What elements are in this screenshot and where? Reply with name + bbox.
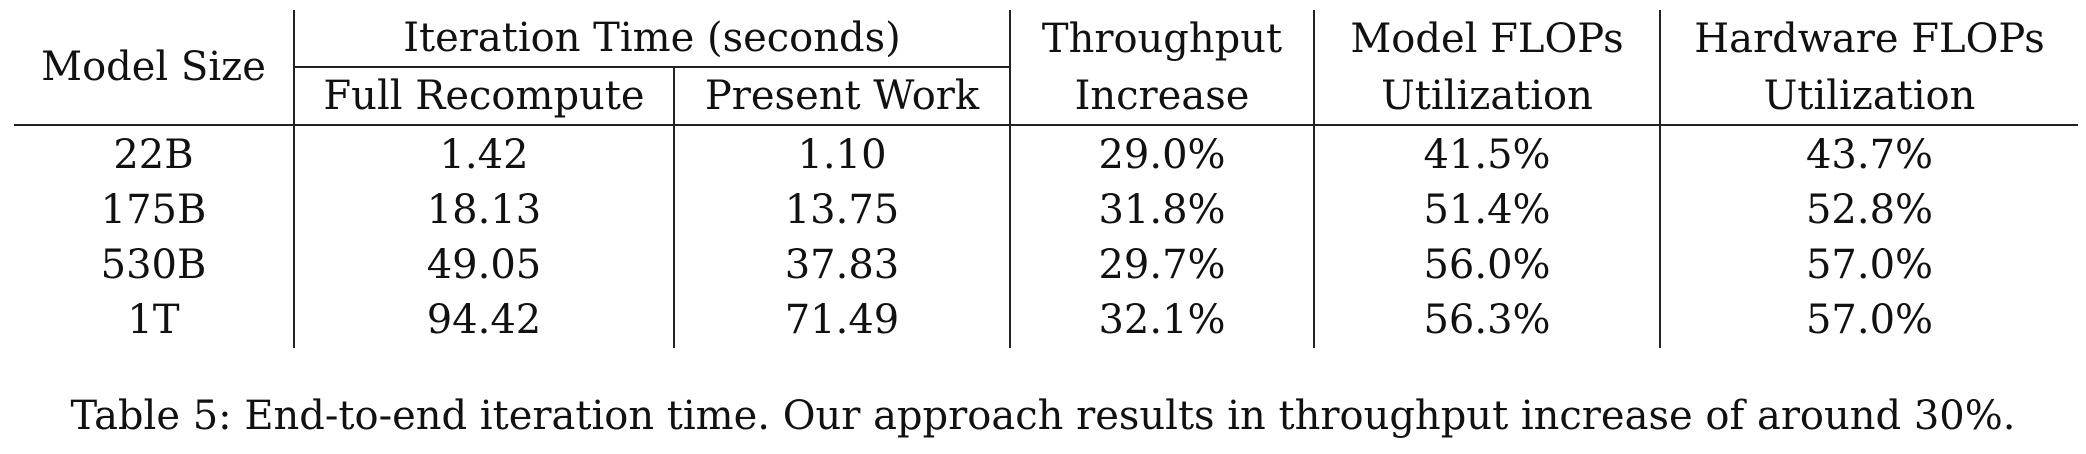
header-hfu-line2: Utilization <box>1660 67 2078 126</box>
cell-model-size: 1T <box>14 293 295 348</box>
table-caption: Table 5: End-to-end iteration time. Our … <box>70 393 2016 439</box>
cell-hfu: 57.0% <box>1805 242 1934 288</box>
header-iteration-time-group: Iteration Time (seconds) <box>294 10 1011 68</box>
cell-present-work: 13.75 <box>674 183 1011 238</box>
header-model-size: Model Size <box>14 10 295 126</box>
header-full-recompute: Full Recompute <box>294 67 675 126</box>
cell-throughput-increase: 29.7% <box>1010 238 1315 293</box>
table-row: 175B 18.13 13.75 31.8% 51.4% 52.8% <box>14 183 2078 238</box>
cell-hfu: 43.7% <box>1805 132 1934 178</box>
results-table-container: Model Size Iteration Time (seconds) Thro… <box>14 10 2078 348</box>
cell-mfu: 51.4% <box>1314 183 1661 238</box>
cell-model-size: 22B <box>14 125 295 183</box>
cell-present-work: 37.83 <box>674 238 1011 293</box>
cell-throughput-increase: 31.8% <box>1010 183 1315 238</box>
cell-mfu: 56.0% <box>1314 238 1661 293</box>
cell-mfu: 56.3% <box>1314 293 1661 348</box>
header-present-work: Present Work <box>674 67 1011 126</box>
iteration-time-table: Model Size Iteration Time (seconds) Thro… <box>14 10 2078 348</box>
cell-throughput-increase: 32.1% <box>1010 293 1315 348</box>
header-mfu-line1: Model FLOPs <box>1314 10 1661 67</box>
cell-model-size: 175B <box>14 183 295 238</box>
header-mfu-line2: Utilization <box>1314 67 1661 126</box>
cell-full-recompute: 49.05 <box>294 238 675 293</box>
cell-throughput-increase: 29.0% <box>1010 125 1315 183</box>
header-throughput-line1: Throughput <box>1010 10 1315 67</box>
cell-full-recompute: 18.13 <box>294 183 675 238</box>
header-throughput-line2: Increase <box>1010 67 1315 126</box>
cell-hfu: 57.0% <box>1805 297 1934 343</box>
cell-full-recompute: 1.42 <box>294 125 675 183</box>
table-row: 1T 94.42 71.49 32.1% 56.3% 57.0% <box>14 293 2078 348</box>
cell-mfu: 41.5% <box>1314 125 1661 183</box>
cell-model-size: 530B <box>14 238 295 293</box>
table-row: 22B 1.42 1.10 29.0% 41.5% 43.7% <box>14 125 2078 183</box>
cell-present-work: 71.49 <box>674 293 1011 348</box>
cell-full-recompute: 94.42 <box>294 293 675 348</box>
cell-hfu: 52.8% <box>1805 187 1934 233</box>
table-row: 530B 49.05 37.83 29.7% 56.0% 57.0% <box>14 238 2078 293</box>
header-hfu-line1: Hardware FLOPs <box>1694 15 2045 62</box>
cell-present-work: 1.10 <box>674 125 1011 183</box>
